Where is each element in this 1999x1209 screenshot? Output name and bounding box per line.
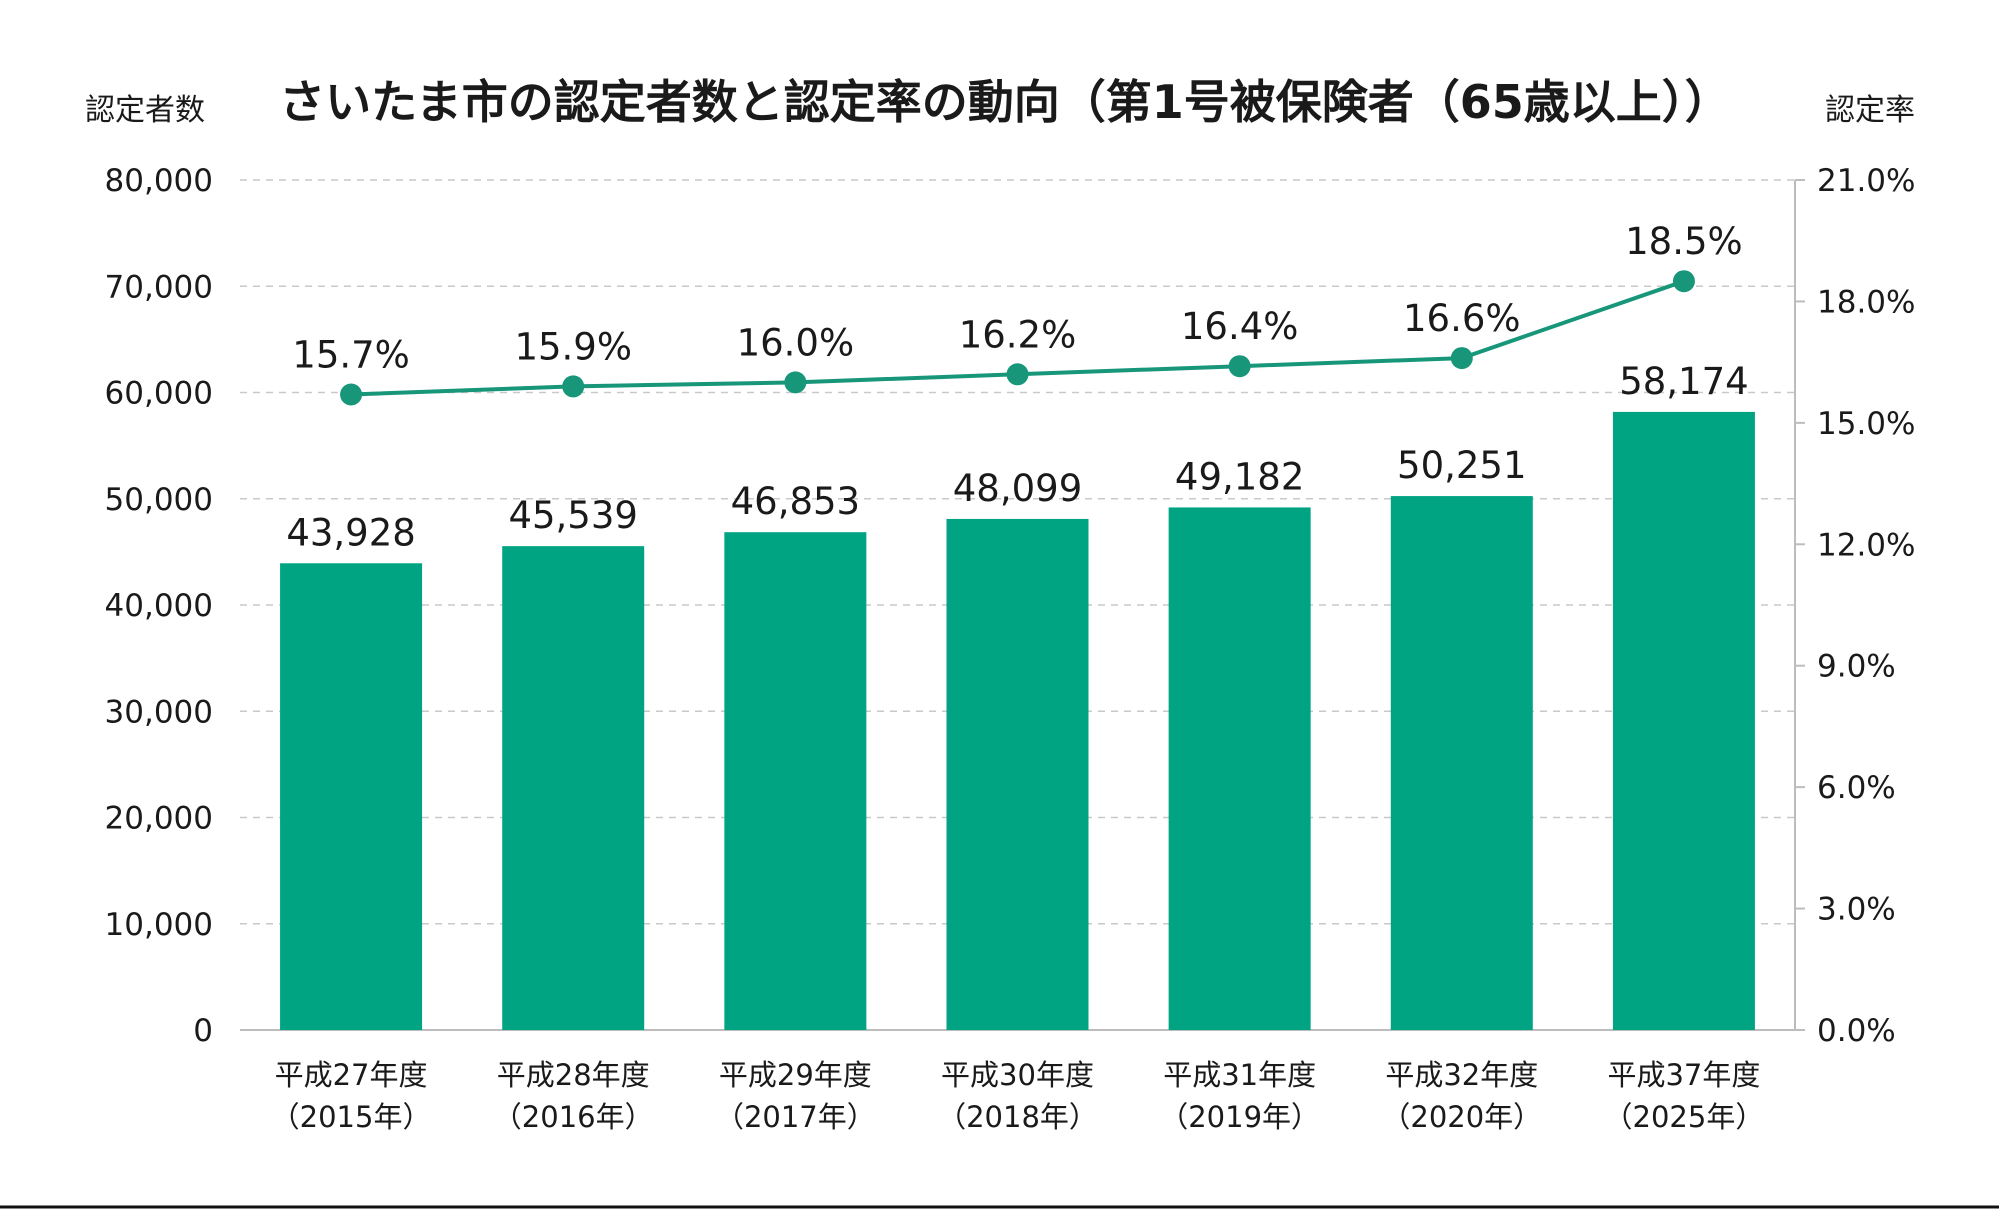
y2-tick-label: 3.0% <box>1817 892 1896 928</box>
x-category-year-label: （2020年） <box>1381 1100 1542 1134</box>
y2-tick-label: 9.0% <box>1817 649 1896 685</box>
bar <box>724 532 867 1030</box>
rate-point-label: 16.4% <box>1181 305 1299 348</box>
y-tick-label: 0 <box>193 1013 213 1049</box>
y2-tick-label: 21.0% <box>1817 163 1915 199</box>
bar-series <box>280 411 1755 1030</box>
axes: 0 10,000 20,000 30,000 40,000 50,000 60,000 70,… <box>105 163 1916 1049</box>
y2-tick-label: 18.0% <box>1817 284 1915 320</box>
bar <box>280 563 423 1030</box>
y2-tick-label: 6.0% <box>1817 770 1896 806</box>
rate-point <box>1450 347 1473 370</box>
rate-point <box>1006 363 1029 386</box>
x-category-label: 平成32年度 <box>1385 1058 1538 1092</box>
y-tick-label: 80,000 <box>105 163 213 199</box>
rate-point <box>340 383 363 406</box>
rate-point-label: 16.0% <box>737 321 855 364</box>
x-category-year-label: （2025年） <box>1604 1100 1765 1134</box>
bar <box>946 518 1089 1030</box>
bar-value-label: 43,928 <box>286 511 415 554</box>
y2-tick-label: 0.0% <box>1817 1013 1896 1049</box>
y-tick-label: 20,000 <box>105 801 213 837</box>
y2-tick-label: 12.0% <box>1817 527 1915 563</box>
rate-point <box>562 375 585 398</box>
y2-tick-label: 15.0% <box>1817 406 1915 442</box>
y-tick-label: 30,000 <box>105 694 213 730</box>
rate-point-label: 15.9% <box>514 325 632 368</box>
x-category-label: 平成30年度 <box>941 1058 1094 1092</box>
x-category-year-label: （2016年） <box>493 1100 654 1134</box>
y-tick-label: 10,000 <box>105 907 213 943</box>
x-category-year-label: （2015年） <box>271 1100 432 1134</box>
rate-point-label: 18.5% <box>1625 220 1743 263</box>
y-axis-title: 認定者数 <box>85 93 205 128</box>
rate-point-label: 16.6% <box>1403 297 1521 340</box>
line-series <box>340 270 1695 406</box>
y-tick-label: 70,000 <box>105 269 213 305</box>
x-category-year-label: （2017年） <box>715 1100 876 1134</box>
rate-point-label: 16.2% <box>959 313 1077 356</box>
bar <box>1168 507 1311 1030</box>
bar-value-label: 58,174 <box>1619 360 1748 403</box>
chart-title: さいたま市の認定者数と認定率の動向（第1号被保険者（65歳以上）） <box>279 75 1731 129</box>
bar-value-label: 45,539 <box>508 494 637 537</box>
bar <box>1612 411 1755 1030</box>
x-category-label: 平成29年度 <box>719 1058 872 1092</box>
x-category-year-label: （2019年） <box>1159 1100 1320 1134</box>
x-category-year-label: （2018年） <box>937 1100 1098 1134</box>
y-tick-label: 60,000 <box>105 376 213 412</box>
bar-value-label: 46,853 <box>731 480 860 523</box>
bar-value-label: 48,099 <box>953 467 1082 510</box>
y2-axis-title: 認定率 <box>1825 93 1915 128</box>
rate-point <box>784 371 807 394</box>
bar <box>502 546 645 1030</box>
bar-value-label: 50,251 <box>1397 444 1526 487</box>
x-category-label: 平成28年度 <box>497 1058 650 1092</box>
rate-point <box>1672 270 1695 293</box>
rate-point <box>1228 355 1251 378</box>
rate-point-label: 15.7% <box>292 334 410 377</box>
bar <box>1390 496 1533 1030</box>
x-category-label: 平成31年度 <box>1163 1058 1316 1092</box>
y-tick-label: 50,000 <box>105 482 213 518</box>
labels: 43,928 45,539 46,853 48,099 49,182 50,251 58,1… <box>271 220 1765 1134</box>
x-category-label: 平成37年度 <box>1607 1058 1760 1092</box>
y-tick-label: 40,000 <box>105 588 213 624</box>
bar-value-label: 49,182 <box>1175 455 1304 498</box>
x-category-label: 平成27年度 <box>275 1058 428 1092</box>
